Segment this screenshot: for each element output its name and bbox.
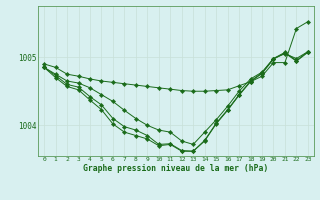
X-axis label: Graphe pression niveau de la mer (hPa): Graphe pression niveau de la mer (hPa) [84,164,268,173]
